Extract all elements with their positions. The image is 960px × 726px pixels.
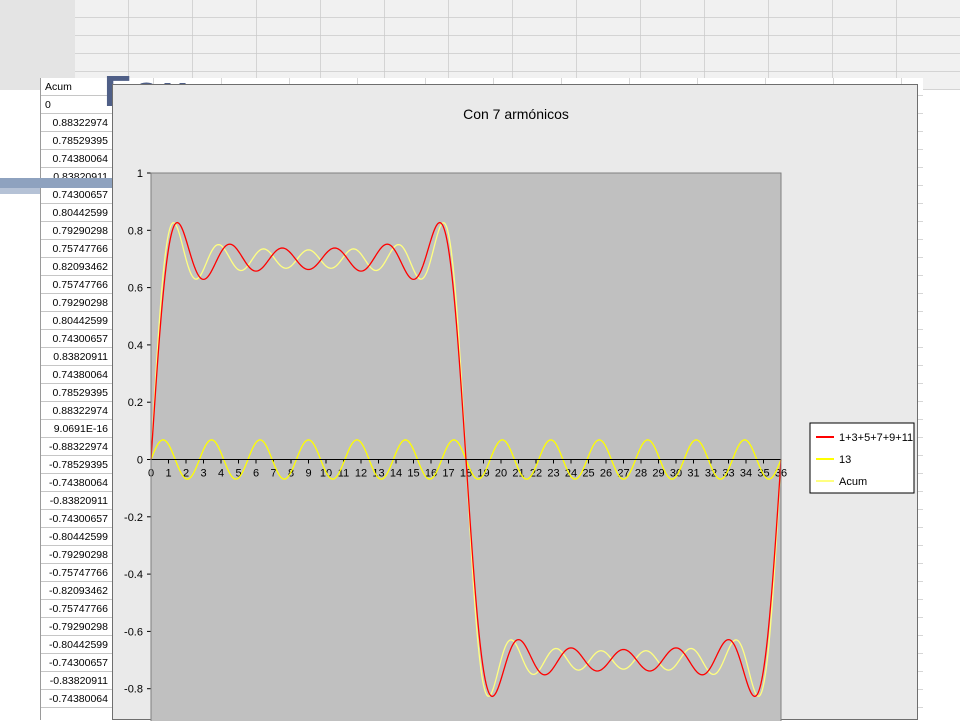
column-acum: Acum 0 0.88322974 0.78529395 0.74380064 0.8… xyxy=(41,78,113,708)
y-tick-label: -0.2 xyxy=(124,512,143,524)
table-cell[interactable]: -0.83820911 xyxy=(41,492,113,510)
table-cell[interactable]: -0.75747766 xyxy=(41,564,113,582)
column-header[interactable]: Acum xyxy=(41,78,113,96)
table-cell[interactable]: -0.74300657 xyxy=(41,510,113,528)
table-cell[interactable]: -0.80442599 xyxy=(41,636,113,654)
y-tick-label: 0.4 xyxy=(128,340,143,352)
accent-bar-secondary xyxy=(0,188,40,194)
table-cell[interactable]: 0.80442599 xyxy=(41,312,113,330)
background-sheet-grid xyxy=(0,0,960,90)
x-tick-label: 12 xyxy=(355,468,367,480)
table-cell[interactable]: 0.80442599 xyxy=(41,204,113,222)
table-cell[interactable]: 0.74380064 xyxy=(41,150,113,168)
table-cell[interactable]: 0.78529395 xyxy=(41,384,113,402)
table-cell[interactable]: -0.88322974 xyxy=(41,438,113,456)
x-tick-label: 33 xyxy=(722,468,734,480)
plot-area xyxy=(151,173,781,726)
table-cell[interactable]: -0.74380064 xyxy=(41,690,113,708)
x-tick-label: 21 xyxy=(512,468,524,480)
x-tick-label: 34 xyxy=(740,468,752,480)
x-tick-label: 28 xyxy=(635,468,647,480)
y-tick-label: 0.8 xyxy=(128,225,143,237)
x-tick-label: 11 xyxy=(338,468,349,480)
legend: 1+3+5+7+9+11 13 Acum xyxy=(809,422,915,494)
x-tick-label: 6 xyxy=(253,468,259,480)
table-cell[interactable]: -0.82093462 xyxy=(41,582,113,600)
chart[interactable]: Con 7 armónicos 1 0.8 0.6 0.4 0.2 0 -0.2 -0.4 -0… xyxy=(112,84,918,726)
table-cell[interactable]: 0.88322974 xyxy=(41,402,113,420)
y-tick-label: -0.6 xyxy=(124,626,143,638)
table-cell[interactable]: -0.78529395 xyxy=(41,456,113,474)
x-tick-label: 1 xyxy=(165,468,171,480)
table-cell[interactable]: 0.75747766 xyxy=(41,276,113,294)
y-tick-label: 1 xyxy=(137,168,143,180)
y-tick-label: -0.8 xyxy=(124,684,143,696)
y-tick-label: -0.4 xyxy=(124,569,143,581)
table-cell[interactable]: 0.74300657 xyxy=(41,330,113,348)
y-tick-label: 0 xyxy=(137,455,143,467)
x-tick-label: 17 xyxy=(442,468,454,480)
table-cell[interactable]: 0.74380064 xyxy=(41,366,113,384)
x-tick-label: 14 xyxy=(390,468,402,480)
table-cell[interactable]: 0.79290298 xyxy=(41,294,113,312)
table-cell[interactable]: -0.75747766 xyxy=(41,600,113,618)
legend-label: Acum xyxy=(839,476,867,488)
plot-border xyxy=(150,172,782,726)
x-tick-label: 22 xyxy=(530,468,542,480)
x-tick-label: 15 xyxy=(407,468,419,480)
column-header-fragment[interactable]: 0 xyxy=(41,96,113,114)
chart-title: Con 7 armónicos xyxy=(463,106,569,122)
x-tick-label: 27 xyxy=(617,468,629,480)
x-tick-label: 9 xyxy=(305,468,311,480)
table-cell[interactable]: 9.0691E-16 xyxy=(41,420,113,438)
x-tick-label: 4 xyxy=(218,468,224,480)
table-cell[interactable]: 0.74300657 xyxy=(41,186,113,204)
background-panel xyxy=(0,0,75,90)
x-tick-label: 13 xyxy=(372,468,384,480)
y-tick-label: 0.6 xyxy=(128,283,143,295)
x-tick-label: 20 xyxy=(495,468,507,480)
x-tick-label: 25 xyxy=(582,468,594,480)
x-tick-label: 3 xyxy=(200,468,206,480)
x-tick-label: 32 xyxy=(705,468,717,480)
table-cell[interactable]: -0.74300657 xyxy=(41,654,113,672)
x-tick-label: 29 xyxy=(652,468,664,480)
table-cell[interactable]: 0.79290298 xyxy=(41,222,113,240)
x-tick-label: 7 xyxy=(270,468,276,480)
table-cell[interactable]: -0.74380064 xyxy=(41,474,113,492)
table-cell[interactable]: 0.83820911 xyxy=(41,348,113,366)
x-tick-label: 26 xyxy=(600,468,612,480)
table-cell[interactable]: -0.83820911 xyxy=(41,672,113,690)
table-cell[interactable]: -0.79290298 xyxy=(41,546,113,564)
table-cell[interactable]: 0.82093462 xyxy=(41,258,113,276)
table-cell[interactable]: -0.80442599 xyxy=(41,528,113,546)
legend-label: 1+3+5+7+9+11 xyxy=(839,432,913,444)
accent-bar xyxy=(0,178,112,188)
x-tick-label: 31 xyxy=(687,468,699,480)
table-cell[interactable]: 0.88322974 xyxy=(41,114,113,132)
table-cell[interactable]: 0.78529395 xyxy=(41,132,113,150)
chart-svg: Con 7 armónicos 1 0.8 0.6 0.4 0.2 0 -0.2 -0.4 -0… xyxy=(124,106,915,726)
table-cell[interactable]: -0.79290298 xyxy=(41,618,113,636)
x-tick-label: 5 xyxy=(235,468,241,480)
table-cell[interactable]: 0.75747766 xyxy=(41,240,113,258)
x-tick-label: 23 xyxy=(547,468,559,480)
legend-label: 13 xyxy=(839,454,851,466)
x-tick-label: 2 xyxy=(183,468,189,480)
x-tick-label: 18 xyxy=(460,468,472,480)
y-tick-label: 0.2 xyxy=(128,397,143,409)
